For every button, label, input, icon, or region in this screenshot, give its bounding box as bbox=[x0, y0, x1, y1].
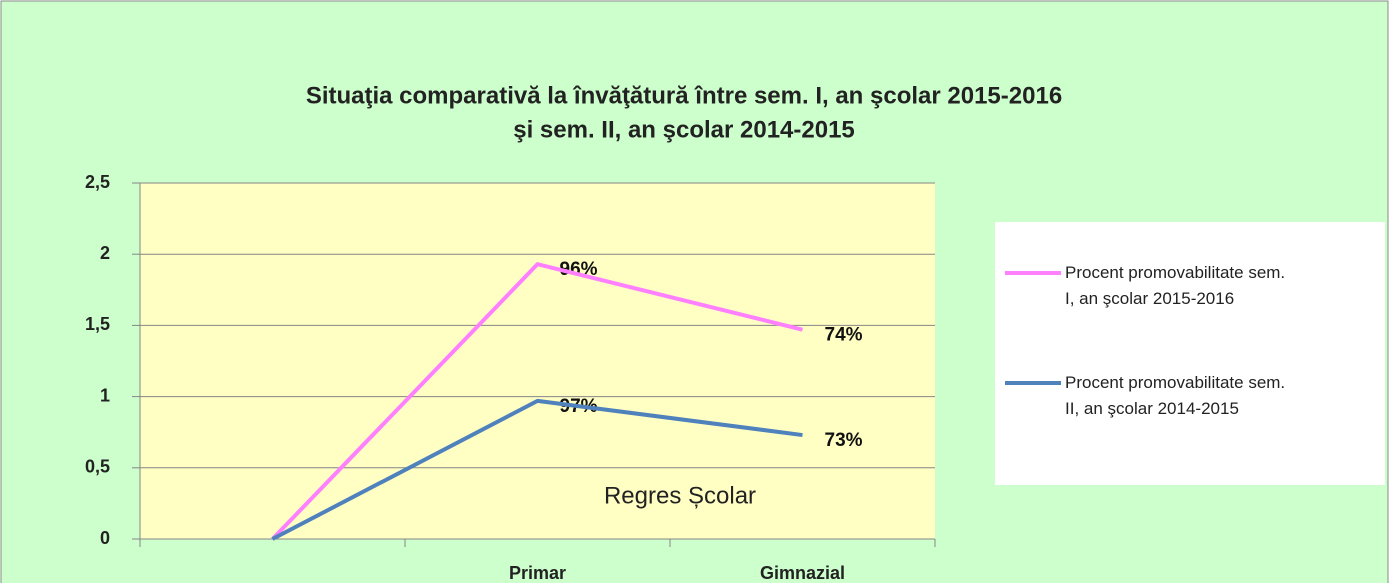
annotation: Regres Școlar bbox=[604, 482, 756, 509]
y-tick-label: 1,5 bbox=[85, 314, 110, 334]
y-tick-label: 0 bbox=[100, 528, 110, 548]
y-tick-label: 0,5 bbox=[85, 457, 110, 477]
chart-title: Situaţia comparativă la învăţătură între… bbox=[306, 82, 1062, 109]
legend-label: Procent promovabilitate sem. I, an şcola… bbox=[1065, 263, 1286, 308]
legend-key bbox=[1005, 381, 1061, 385]
plot-area bbox=[140, 183, 935, 539]
y-tick-label: 2,5 bbox=[85, 172, 110, 192]
legend-entry: Procent promovabilitate sem. II, an şcol… bbox=[995, 370, 1385, 480]
chart-title: şi sem. II, an şcolar 2014-2015 bbox=[513, 116, 855, 143]
series-line bbox=[271, 398, 803, 541]
y-tick-label: 1 bbox=[100, 385, 110, 405]
legend-label: Procent promovabilitate sem. II, an şcol… bbox=[1065, 373, 1286, 418]
data-label: 73% bbox=[825, 430, 863, 451]
legend-entry: Procent promovabilitate sem. I, an şcola… bbox=[995, 260, 1385, 370]
y-tick-label: 2 bbox=[100, 243, 110, 263]
series-line bbox=[271, 262, 803, 541]
x-tick-label: Primar bbox=[509, 563, 566, 583]
x-tick-label: Gimnazial bbox=[760, 563, 845, 583]
legend-key bbox=[1005, 271, 1061, 275]
data-label: 74% bbox=[825, 325, 863, 346]
legend: Procent promovabilitate sem. I, an şcola… bbox=[995, 222, 1385, 485]
